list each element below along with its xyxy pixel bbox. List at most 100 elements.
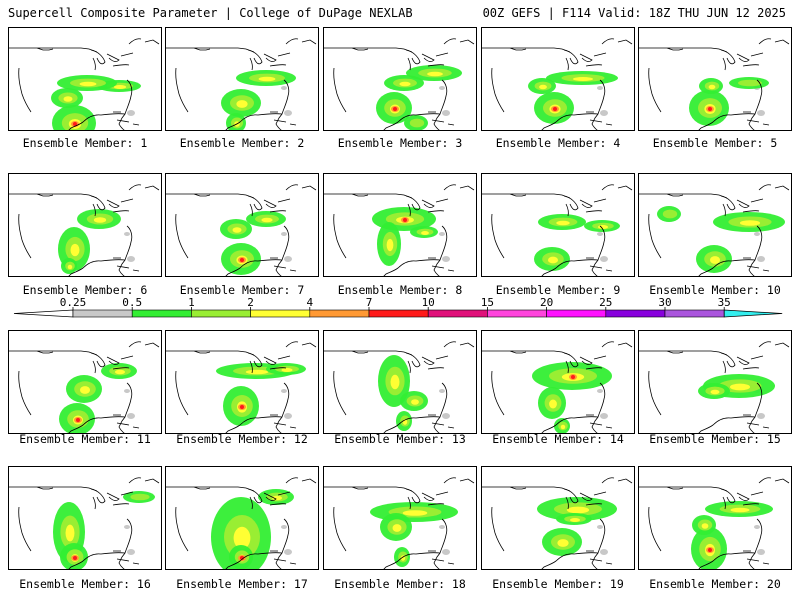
colorbar-tick-label: 1 [188, 296, 195, 309]
colorbar-tick-label: 10 [422, 296, 435, 309]
scp-contour-high [566, 506, 590, 514]
ensemble-member-map [481, 173, 635, 277]
country-border [324, 47, 413, 53]
ensemble-member-label: Ensemble Member: 15 [649, 432, 781, 446]
country-border [482, 486, 571, 492]
ensemble-member-label: Ensemble Member: 2 [179, 136, 305, 150]
ensemble-member-label: Ensemble Member: 18 [334, 577, 466, 591]
coastline [648, 213, 763, 276]
us-map [639, 184, 790, 276]
scp-contour-fringe [442, 110, 450, 116]
scp-contour-high [421, 231, 429, 235]
great-lakes [247, 184, 317, 217]
scp-contour-peak [393, 107, 397, 111]
us-map [324, 38, 475, 130]
scp-contour-fringe [439, 389, 445, 393]
colorbar-tick-label: 7 [366, 296, 373, 309]
us-map [166, 184, 317, 276]
ensemble-member-map [481, 27, 635, 131]
scp-contour-high [572, 77, 594, 81]
scp-contour-fringe [757, 256, 765, 262]
great-lakes [247, 38, 317, 71]
coastline [18, 213, 133, 276]
scp-contour-high [79, 81, 97, 87]
us-map [9, 477, 160, 569]
great-lakes [90, 38, 160, 71]
islands [586, 111, 613, 126]
ensemble-member-map [323, 27, 477, 131]
scp-contour-fringe [284, 413, 292, 419]
islands [743, 257, 770, 272]
ensemble-member-map [8, 173, 162, 277]
islands [743, 414, 770, 429]
scp-contour-high [427, 71, 443, 77]
ensemble-member-label: Ensemble Member: 6 [22, 283, 148, 297]
colorbar-segment [131, 309, 192, 318]
scp-contour-high [739, 220, 761, 226]
scp-contour-peak [708, 107, 712, 111]
country-border [324, 350, 413, 356]
scp-contour-high [232, 227, 242, 233]
scp-contour-peak [76, 418, 80, 422]
ensemble-member-label: Ensemble Member: 14 [492, 432, 624, 446]
colorbar-segment [664, 309, 725, 318]
scp-contour-fringe [597, 389, 603, 393]
country-border [639, 486, 728, 492]
colorbar-segment [13, 309, 74, 318]
scp-contour-high [113, 85, 127, 89]
country-border [166, 47, 255, 53]
colorbar-segment [72, 309, 133, 318]
us-map [482, 341, 633, 433]
scp-contour-fringe [127, 256, 135, 262]
scp-contour-mid [409, 118, 425, 128]
colorbar-tick-label: 4 [306, 296, 313, 309]
scp-contour-high [560, 424, 566, 430]
scp-contour-high [271, 495, 283, 501]
great-lakes [563, 38, 633, 71]
scp-contour-fringe [754, 232, 760, 236]
chart-title: Supercell Composite Parameter | College … [8, 6, 413, 20]
scp-contour-fringe [754, 525, 760, 529]
ensemble-member-label: Ensemble Member: 4 [495, 136, 621, 150]
ensemble-member-label: Ensemble Member: 9 [495, 283, 621, 297]
colorbar-tick-label: 35 [718, 296, 731, 309]
scp-contour-fringe [281, 525, 287, 529]
ensemble-member-label: Ensemble Member: 13 [334, 432, 466, 446]
us-map [482, 38, 633, 130]
ensemble-member-label: Ensemble Member: 5 [652, 136, 778, 150]
ensemble-member-label: Ensemble Member: 7 [179, 283, 305, 297]
islands [270, 257, 297, 272]
ensemble-member-map [323, 466, 477, 570]
us-map [639, 341, 790, 433]
scp-contour-high [701, 523, 709, 529]
scp-contour-fringe [597, 86, 603, 90]
coastline [648, 506, 763, 569]
ensemble-member-map [165, 173, 319, 277]
coastline [333, 213, 448, 276]
us-map [639, 477, 790, 569]
scp-contour-fringe [124, 232, 130, 236]
scp-contour-peak [240, 258, 244, 262]
islands [270, 111, 297, 126]
scp-contour-peak [403, 218, 407, 222]
scp-contour-fringe [281, 389, 287, 393]
scp-contour-fringe [127, 549, 135, 555]
colorbar-segment [487, 309, 547, 318]
scp-contour-fringe [124, 389, 130, 393]
ensemble-member-label: Ensemble Member: 1 [22, 136, 148, 150]
coastline [491, 67, 606, 130]
scp-contour-fringe [127, 413, 135, 419]
scp-contour-fringe [439, 232, 445, 236]
scp-contour-fringe [439, 525, 445, 529]
scp-contour-high [236, 100, 248, 108]
scp-contour-high [386, 238, 394, 252]
scp-contour-high [708, 84, 716, 90]
scp-contour-high [93, 217, 107, 223]
ensemble-member-label: Ensemble Member: 11 [19, 432, 151, 446]
us-map [639, 38, 790, 130]
country-border [9, 47, 98, 53]
scp-contour-fringe [439, 86, 445, 90]
us-map [166, 477, 317, 569]
scp-contour-high [114, 369, 126, 375]
us-map [166, 341, 317, 433]
